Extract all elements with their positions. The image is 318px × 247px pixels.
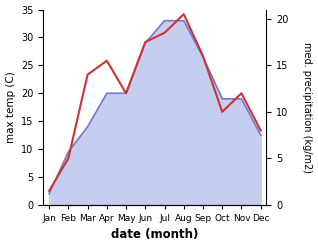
Y-axis label: med. precipitation (kg/m2): med. precipitation (kg/m2) [302, 42, 313, 173]
Y-axis label: max temp (C): max temp (C) [5, 71, 16, 143]
X-axis label: date (month): date (month) [111, 228, 198, 242]
